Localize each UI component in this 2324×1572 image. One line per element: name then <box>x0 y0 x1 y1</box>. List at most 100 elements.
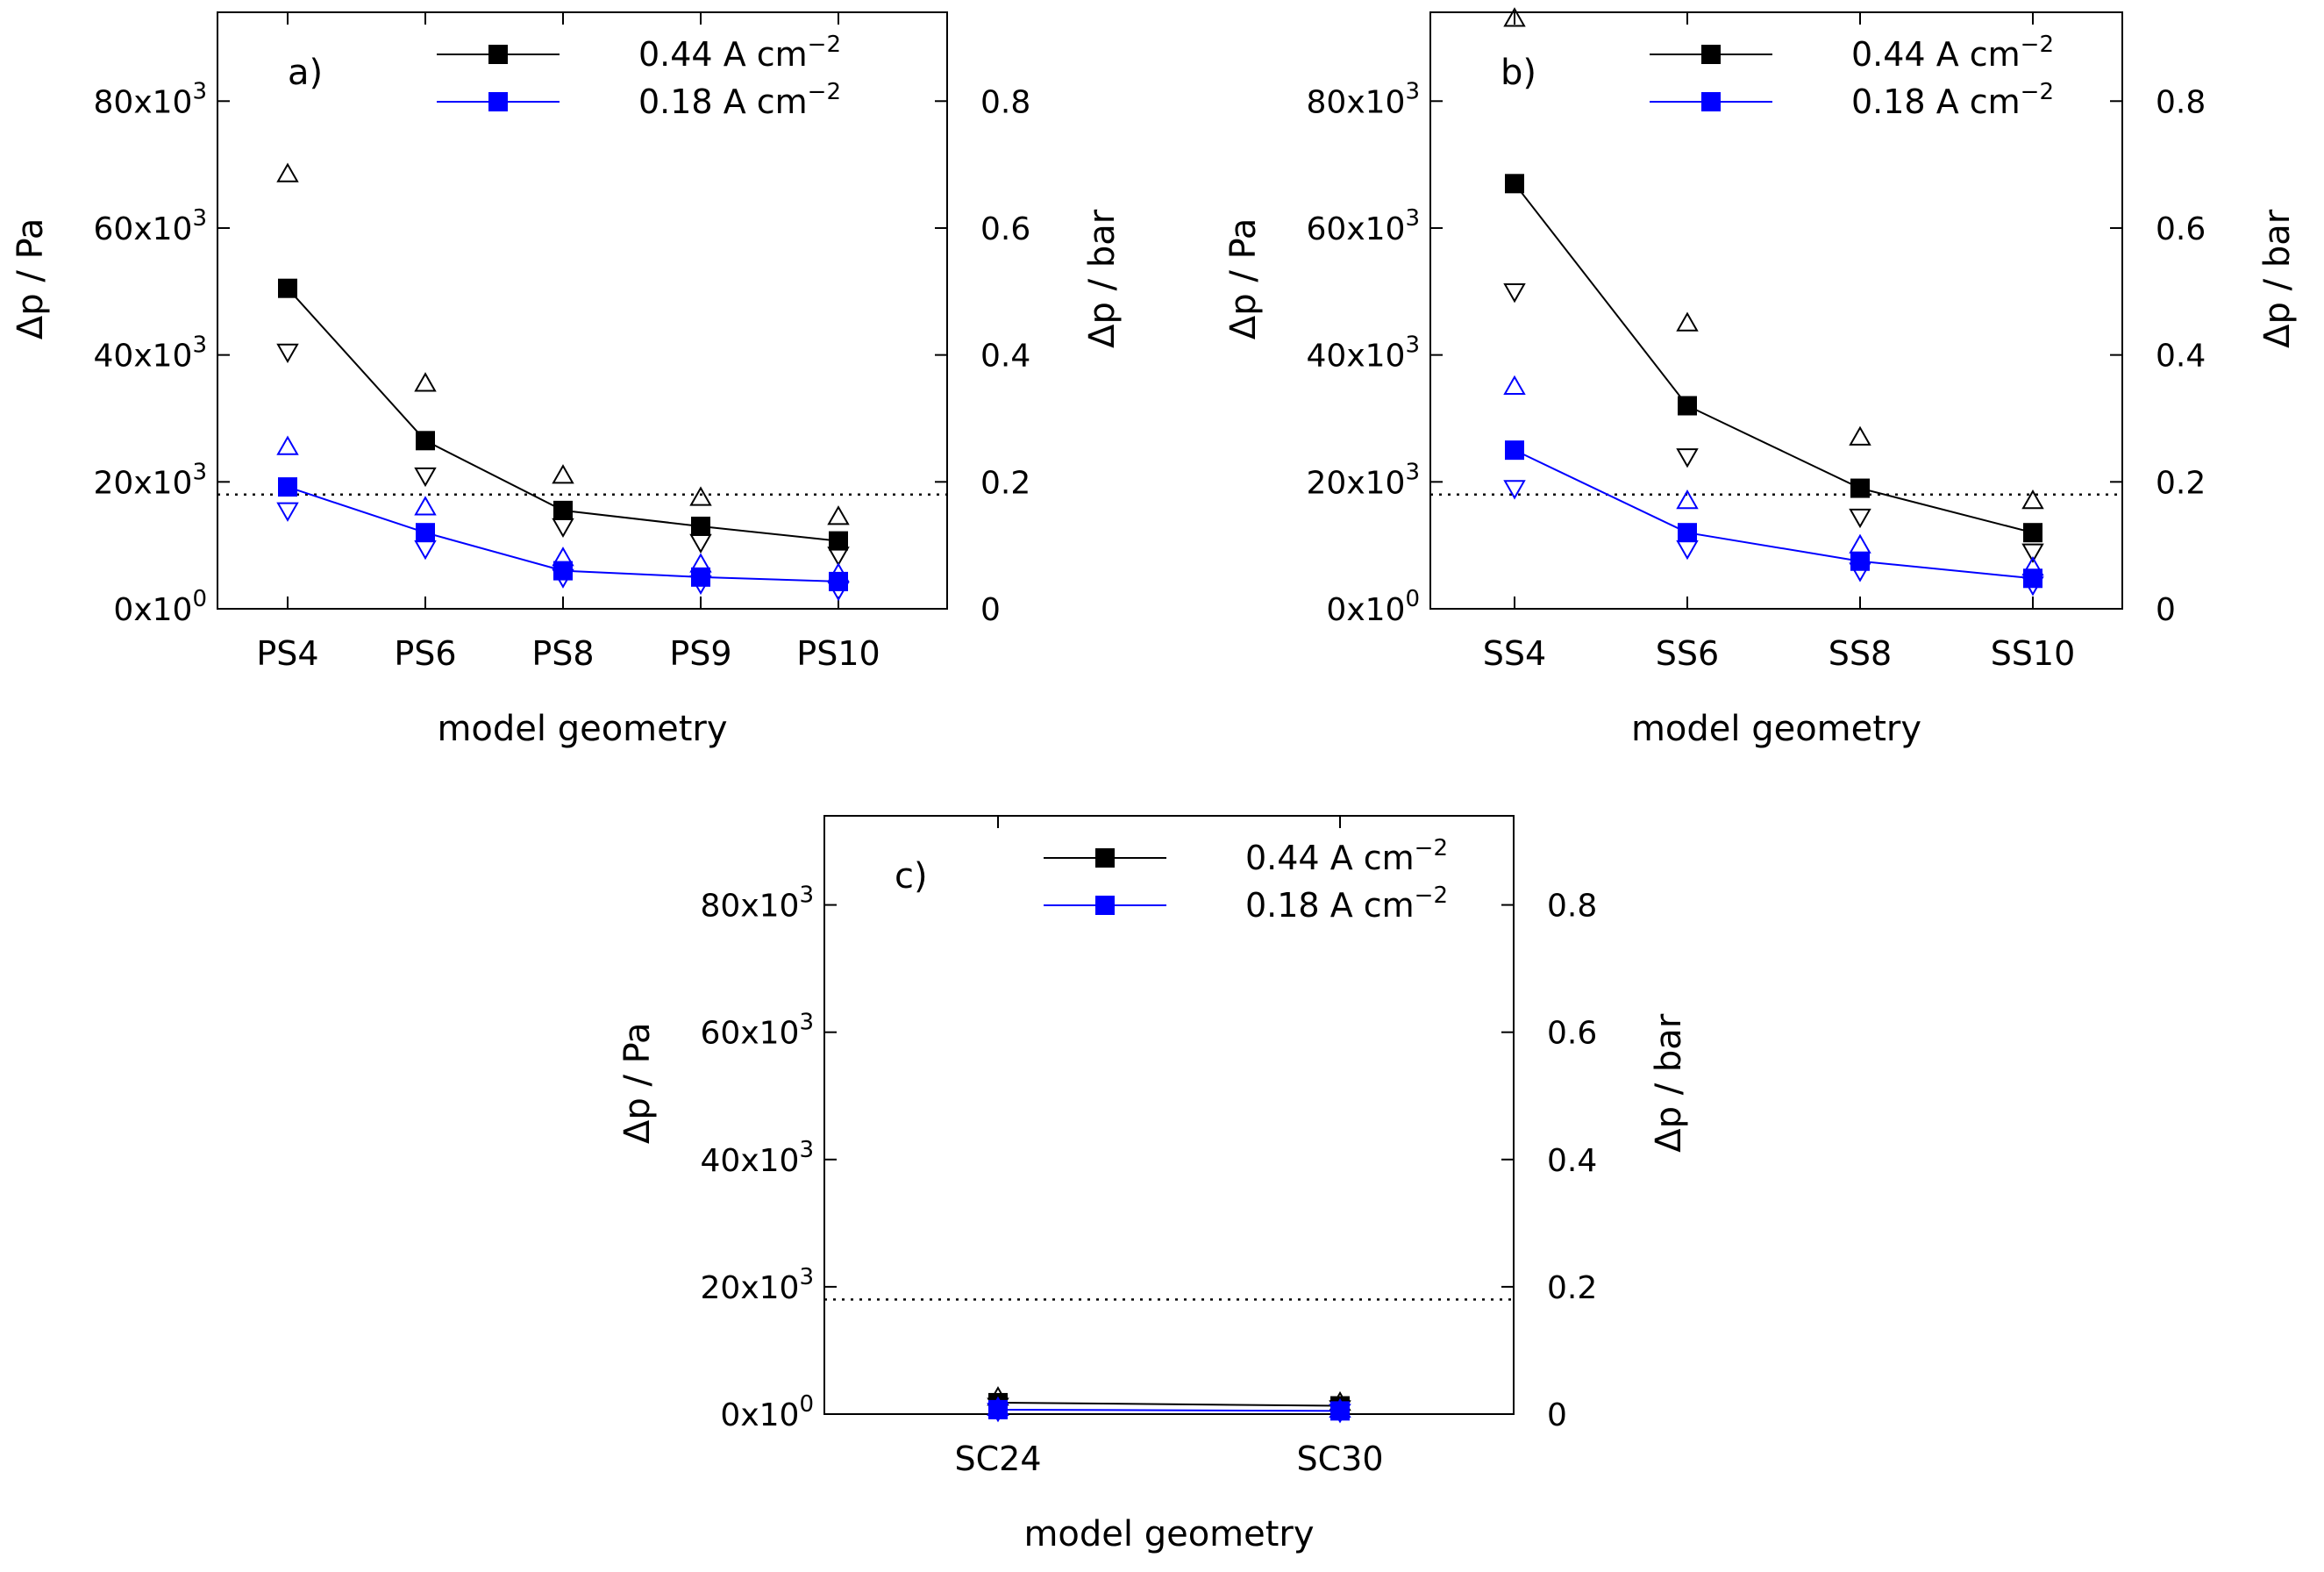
upper-bound-marker <box>1503 7 1526 27</box>
data-point <box>278 278 297 298</box>
chart-panel-3: 0x10020x10340x10360x10380x10300.20.40.60… <box>617 815 1689 1554</box>
legend-label-text: 0.44 A cm <box>638 35 808 74</box>
chart-panel-1: 0x10020x10340x10360x10380x10300.20.40.60… <box>11 11 1123 749</box>
y-tick-mantissa: 40x10 <box>94 339 193 375</box>
series-line <box>997 1408 1341 1412</box>
y-tick-label: 60x103 <box>1307 205 1420 247</box>
y2-tick-label: 0.8 <box>2156 84 2206 120</box>
x-axis-label: model geometry <box>1023 1514 1314 1554</box>
data-point <box>1505 440 1524 461</box>
data-point <box>691 516 710 536</box>
data-point <box>553 500 573 520</box>
y2-tick-label: 0 <box>980 592 1001 628</box>
series-blue <box>276 435 850 602</box>
plot-frame <box>217 11 948 610</box>
x-tick-label: PS10 <box>796 634 880 673</box>
x-tick-label: PS9 <box>669 634 731 673</box>
upper-bound-marker <box>689 486 712 506</box>
legend-marker-icon <box>1095 896 1115 915</box>
y-tick-mantissa: 60x10 <box>701 1016 800 1052</box>
series-blue <box>987 1396 1351 1424</box>
y-tick-exponent: 3 <box>1405 78 1420 104</box>
y2-tick-label: 0.6 <box>1547 1016 1597 1052</box>
y-tick-label: 40x103 <box>94 332 207 375</box>
y-tick-exponent: 3 <box>1405 205 1420 232</box>
y2-tick-label: 0.2 <box>1547 1270 1597 1306</box>
data-point <box>988 1399 1008 1419</box>
legend: 0.44 A cm−20.18 A cm−2 <box>1650 32 2054 121</box>
y-tick-mantissa: 80x10 <box>1307 84 1406 120</box>
y-tick-exponent: 3 <box>799 1010 814 1036</box>
legend-marker-icon <box>488 92 508 111</box>
y-tick-label: 80x103 <box>1307 78 1420 120</box>
panel-label: b) <box>1501 53 1536 93</box>
legend-label-text: 0.18 A cm <box>1245 886 1415 925</box>
y2-tick-label: 0.6 <box>980 211 1030 247</box>
y2-axis-label: Δp / bar <box>1649 1013 1689 1153</box>
legend-label-text: 0.44 A cm <box>1851 35 2021 74</box>
y2-tick-label: 0.8 <box>980 84 1030 120</box>
y2-axis-label: Δp / bar <box>1082 209 1123 348</box>
y-tick-exponent: 3 <box>192 332 207 359</box>
upper-bound-marker <box>414 496 437 516</box>
x-axis-label: model geometry <box>437 709 727 749</box>
legend-marker-icon <box>1095 848 1115 868</box>
legend-label: 0.18 A cm−2 <box>1851 79 2054 121</box>
legend-label-text: 0.18 A cm <box>1851 82 2021 121</box>
legend-marker-icon <box>488 45 508 64</box>
data-point <box>1505 174 1524 194</box>
x-tick-label: SC30 <box>1296 1440 1383 1478</box>
upper-bound-marker <box>276 435 299 455</box>
data-point <box>829 531 848 551</box>
legend: 0.44 A cm−20.18 A cm−2 <box>437 32 841 121</box>
y-tick-mantissa: 20x10 <box>1307 465 1406 501</box>
upper-bound-marker <box>1503 375 1526 396</box>
x-tick-label: PS8 <box>531 634 594 673</box>
lower-bound-marker <box>552 518 574 538</box>
y-tick-exponent: 3 <box>799 1137 814 1163</box>
legend-label-text: 0.44 A cm <box>1245 839 1415 877</box>
lower-bound-marker <box>1676 448 1699 468</box>
data-point <box>2023 568 2042 589</box>
y2-tick-label: 0 <box>2156 592 2176 628</box>
y2-tick-label: 0.2 <box>2156 465 2206 501</box>
data-point <box>2023 523 2042 543</box>
series-line <box>997 1401 1341 1407</box>
y-tick-exponent: 3 <box>799 1264 814 1290</box>
legend-label-text: 0.18 A cm <box>638 82 808 121</box>
lower-bound-marker <box>1676 540 1699 561</box>
x-tick-label: SS6 <box>1656 634 1719 673</box>
y-tick-mantissa: 60x10 <box>94 211 193 247</box>
x-tick-label: SS10 <box>1991 634 2076 673</box>
legend-label-exponent: −2 <box>2021 79 2054 105</box>
data-point <box>1850 551 1870 571</box>
y-tick-exponent: 0 <box>799 1391 814 1418</box>
y-tick-label: 80x103 <box>94 78 207 120</box>
upper-bound-marker <box>827 505 850 525</box>
series-line <box>1514 449 2034 580</box>
upper-bound-marker <box>1849 425 1871 446</box>
y-axis-label: Δp / Pa <box>11 218 51 340</box>
y-tick-label: 20x103 <box>1307 459 1420 501</box>
upper-bound-marker <box>2021 489 2044 510</box>
x-tick-label: SC24 <box>954 1440 1041 1478</box>
data-point <box>416 523 435 543</box>
y-tick-label: 0x100 <box>113 586 207 628</box>
y-tick-label: 60x103 <box>94 205 207 247</box>
upper-bound-marker <box>1849 533 1871 554</box>
y2-tick-label: 0.4 <box>980 339 1030 375</box>
series-black <box>1503 7 2044 563</box>
y2-axis-label: Δp / bar <box>2257 209 2298 348</box>
legend-label: 0.18 A cm−2 <box>1245 882 1448 925</box>
legend-label-exponent: −2 <box>2021 32 2054 58</box>
y-tick-mantissa: 20x10 <box>94 465 193 501</box>
panel-label: a) <box>288 53 323 93</box>
lower-bound-marker <box>689 533 712 554</box>
data-point <box>829 571 848 591</box>
y-tick-exponent: 3 <box>1405 332 1420 359</box>
legend-label-exponent: −2 <box>1415 882 1448 909</box>
lower-bound-marker <box>414 467 437 488</box>
upper-bound-marker <box>1676 311 1699 332</box>
y-tick-mantissa: 80x10 <box>701 889 800 925</box>
data-point <box>1678 396 1697 416</box>
